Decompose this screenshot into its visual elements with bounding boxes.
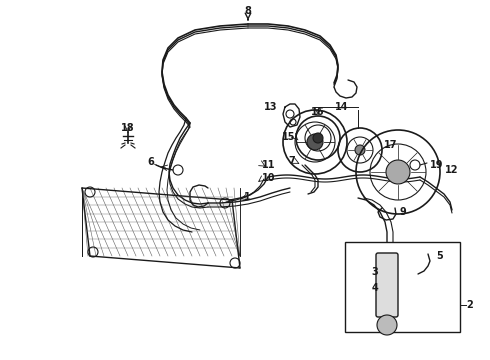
- Text: 2: 2: [466, 300, 473, 310]
- Text: 18: 18: [121, 123, 135, 133]
- Text: 16: 16: [311, 107, 325, 117]
- Text: 4: 4: [371, 283, 378, 293]
- Text: 8: 8: [245, 6, 251, 16]
- Text: 15: 15: [281, 132, 295, 142]
- Text: 7: 7: [288, 156, 295, 166]
- Text: 19: 19: [430, 160, 443, 170]
- Text: 1: 1: [244, 192, 251, 202]
- Text: 5: 5: [436, 251, 443, 261]
- Text: 17: 17: [384, 140, 397, 150]
- Text: 12: 12: [445, 165, 459, 175]
- Text: 11: 11: [262, 160, 275, 170]
- Text: 6: 6: [147, 157, 154, 167]
- Text: 14: 14: [335, 102, 349, 112]
- Text: 9: 9: [400, 207, 407, 217]
- Circle shape: [377, 315, 397, 335]
- Circle shape: [307, 134, 323, 150]
- Bar: [345, 242, 460, 332]
- Circle shape: [355, 145, 365, 155]
- Circle shape: [386, 160, 410, 184]
- FancyBboxPatch shape: [376, 253, 398, 317]
- Text: 3: 3: [371, 267, 378, 277]
- Text: 13: 13: [264, 102, 277, 112]
- Text: 10: 10: [262, 173, 275, 183]
- Circle shape: [313, 133, 323, 143]
